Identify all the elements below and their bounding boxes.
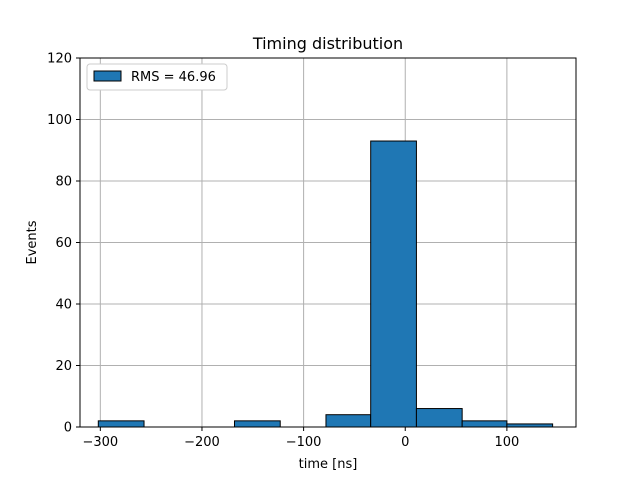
axis-ticks: −300 −200 −100 0 100 0 20 40 60 80 100 120 xyxy=(47,52,519,451)
grid-lines xyxy=(80,57,576,428)
histogram-bar xyxy=(461,420,508,428)
histogram-bar xyxy=(415,408,463,428)
histogram-bar xyxy=(370,140,417,428)
chart-title: Timing distribution xyxy=(252,34,403,53)
y-tick-label: 80 xyxy=(55,175,72,190)
histogram-bars xyxy=(97,140,554,428)
y-axis-label: Events xyxy=(25,220,40,264)
legend-label: RMS = 46.96 xyxy=(131,70,216,85)
histogram-bar xyxy=(325,414,372,428)
legend-box xyxy=(86,63,228,91)
y-tick-label: 20 xyxy=(55,359,72,374)
y-tick-label: 40 xyxy=(55,298,72,313)
y-tick-label: 100 xyxy=(47,113,72,128)
y-tick-label: 0 xyxy=(64,421,72,436)
histogram-bar xyxy=(233,420,281,428)
x-tick-label: −100 xyxy=(286,435,322,450)
x-tick-label: −300 xyxy=(82,435,118,450)
x-tick-label: 0 xyxy=(401,435,409,450)
y-tick-label: 60 xyxy=(55,236,72,251)
x-tick-label: −200 xyxy=(184,435,220,450)
legend: RMS = 46.96 xyxy=(86,63,228,91)
legend-swatch xyxy=(93,70,122,82)
x-tick-label: 100 xyxy=(494,435,519,450)
histogram-bar xyxy=(97,420,145,428)
y-tick-label: 120 xyxy=(47,52,72,67)
x-axis-label: time [ns] xyxy=(299,457,358,472)
